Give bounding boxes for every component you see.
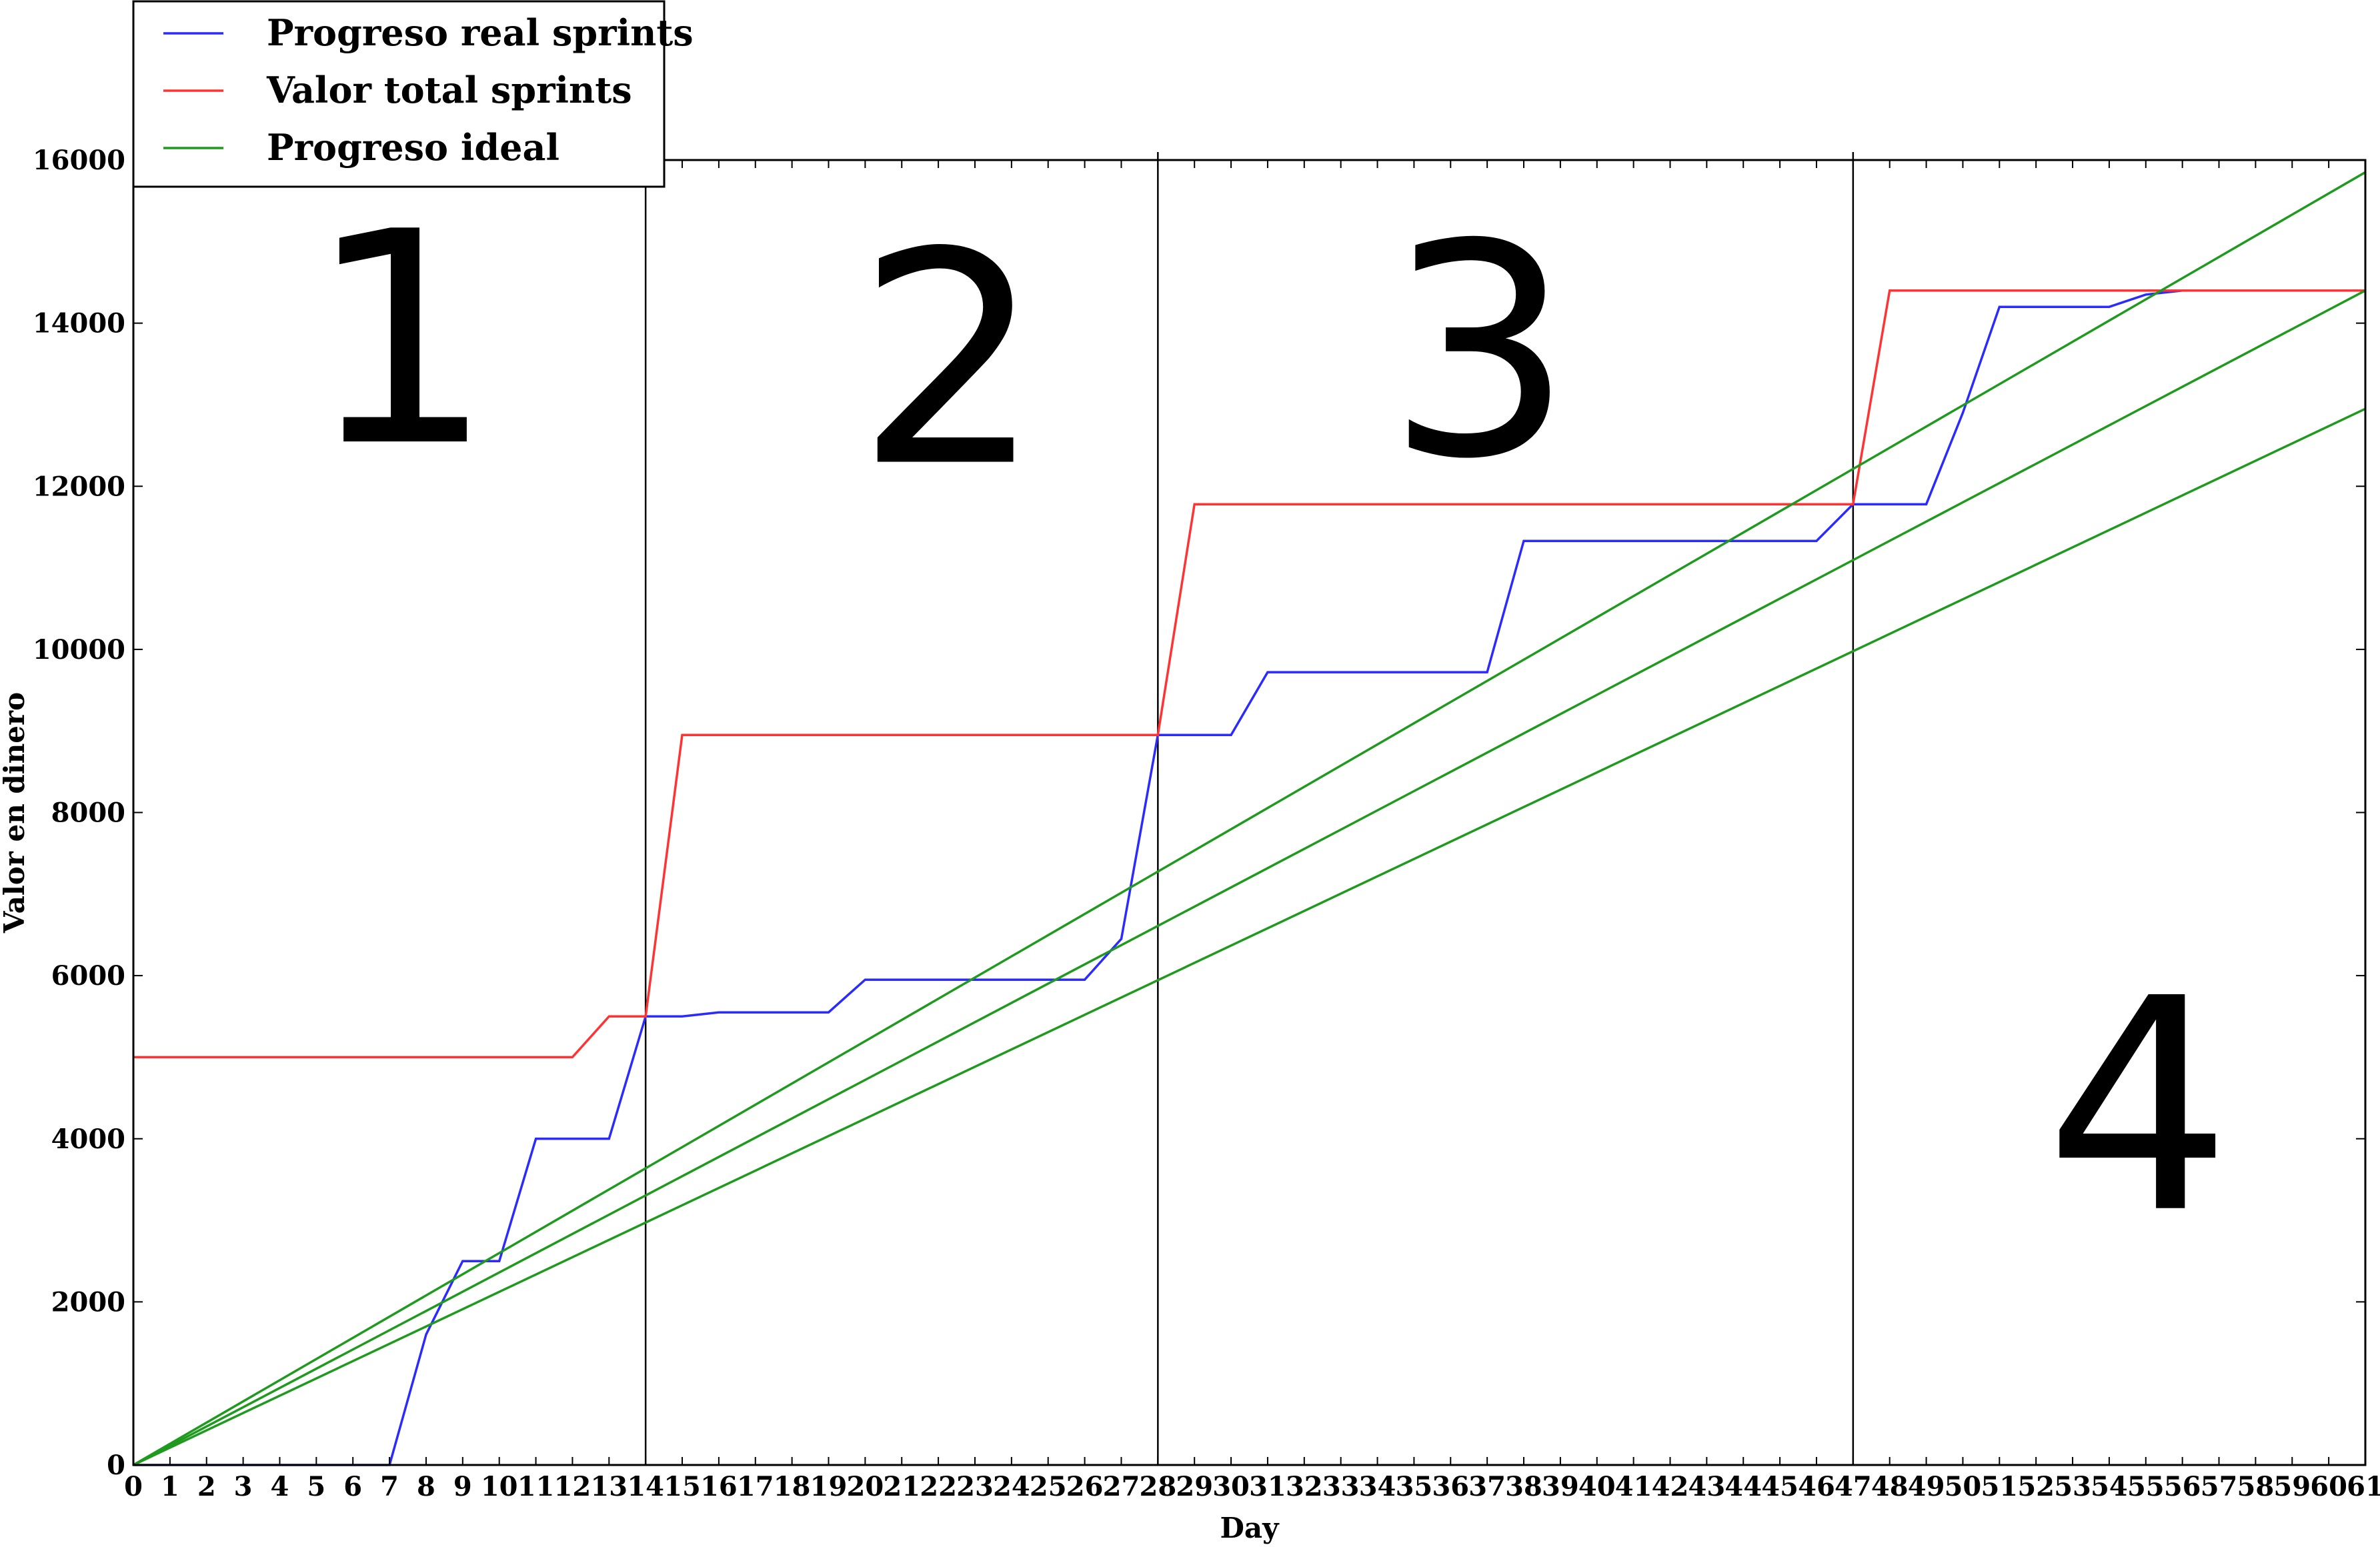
x-tick-label: 49: [1908, 1471, 1945, 1502]
sprint-label-1: 1: [307, 169, 494, 511]
sprint-label-3: 3: [1386, 181, 1573, 523]
x-tick-label: 21: [883, 1471, 920, 1502]
x-tick-label: 44: [1724, 1471, 1762, 1502]
x-tick-label: 48: [1871, 1471, 1909, 1502]
legend-label-3: Progreso ideal: [267, 126, 559, 169]
x-tick-label: 10: [481, 1471, 518, 1502]
series-lines: [133, 171, 2366, 1466]
x-tick-label: 42: [1652, 1471, 1689, 1502]
x-tick-label: 38: [1505, 1471, 1542, 1502]
x-tick-label: 1: [161, 1471, 179, 1502]
x-tick-label: 4: [271, 1471, 289, 1502]
x-tick-label: 47: [1835, 1471, 1872, 1502]
x-tick-label: 52: [2017, 1471, 2055, 1502]
x-tick-label: 8: [417, 1471, 435, 1502]
y-tick-label: 4000: [51, 1124, 125, 1155]
sprint-boundaries: [644, 152, 1855, 1465]
x-tick-label: 28: [1139, 1471, 1176, 1502]
x-tick-label: 46: [1798, 1471, 1835, 1502]
x-tick-label: 41: [1615, 1471, 1652, 1502]
y-tick-label: 16000: [33, 145, 125, 176]
sprint-labels: 1 2 3 4: [307, 169, 2232, 1278]
x-tick-label: 24: [993, 1471, 1030, 1502]
x-tick-label: 19: [810, 1471, 848, 1502]
x-tick-label: 32: [1286, 1471, 1323, 1502]
x-tick-label: 40: [1578, 1471, 1616, 1502]
legend-label-1: Progreso real sprints: [267, 11, 694, 54]
x-tick-label: 20: [847, 1471, 884, 1502]
y-tick-label: 0: [107, 1450, 125, 1481]
series-line-5: [133, 407, 2366, 1466]
x-tick-label: 3: [234, 1471, 253, 1502]
x-tick-label: 31: [1249, 1471, 1286, 1502]
x-tick-label: 61: [2347, 1471, 2380, 1502]
x-tick-label: 14: [627, 1471, 664, 1502]
x-tick-label: 5: [307, 1471, 325, 1502]
x-tick-label: 13: [590, 1471, 628, 1502]
x-tick-label: 12: [554, 1471, 591, 1502]
x-tick-label: 57: [2201, 1471, 2238, 1502]
series-line-1: [133, 289, 2365, 1466]
sprint-label-2: 2: [856, 190, 1043, 531]
x-tick-label: 25: [1030, 1471, 1067, 1502]
x-tick-label: 6: [343, 1471, 362, 1502]
x-tick-label: 34: [1359, 1471, 1396, 1502]
x-tick-label: 27: [1103, 1471, 1140, 1502]
x-tick-label: 18: [774, 1471, 811, 1502]
y-axis-label: Valor en dinero: [0, 692, 31, 934]
y-tick-label: 14000: [33, 308, 125, 339]
x-tick-label: 17: [737, 1471, 774, 1502]
series-line-3: [133, 171, 2366, 1466]
x-tick-label: 56: [2164, 1471, 2201, 1502]
x-tick-label: 9: [453, 1471, 472, 1502]
x-tick-label: 26: [1066, 1471, 1104, 1502]
series-line-2: [133, 289, 2365, 1059]
y-axis-ticks: 0 2000 4000 6000 8000 10000 12000 14000 16000: [33, 145, 2365, 1481]
x-tick-label: 33: [1322, 1471, 1360, 1502]
sprint-label-4: 4: [2045, 936, 2232, 1278]
y-tick-label: 8000: [51, 798, 125, 829]
x-tick-label: 16: [700, 1471, 738, 1502]
y-tick-label: 10000: [33, 634, 125, 665]
x-tick-label: 36: [1432, 1471, 1469, 1502]
legend-label-2: Valor total sprints: [266, 69, 632, 111]
x-axis-label: Day: [1220, 1512, 1280, 1544]
x-tick-label: 60: [2310, 1471, 2347, 1502]
x-tick-label: 2: [197, 1471, 216, 1502]
x-tick-label: 30: [1212, 1471, 1250, 1502]
series-line-4: [133, 289, 2366, 1466]
x-tick-label: 15: [664, 1471, 701, 1502]
x-tick-label: 11: [517, 1471, 555, 1502]
x-tick-label: 54: [2091, 1471, 2128, 1502]
y-tick-label: 2000: [51, 1286, 125, 1318]
x-tick-label: 7: [380, 1471, 399, 1502]
x-tick-label: 59: [2273, 1471, 2311, 1502]
x-tick-label: 0: [124, 1471, 143, 1502]
x-axis-ticks: 0 1 2 3 4 5 6 7 8 9 10 11 12 13 14 15 16 17 18 19 20 21 22 23 24…: [124, 160, 2380, 1502]
x-tick-label: 53: [2054, 1471, 2091, 1502]
y-tick-label: 12000: [33, 471, 125, 502]
x-tick-label: 22: [920, 1471, 957, 1502]
x-tick-label: 37: [1468, 1471, 1506, 1502]
x-tick-label: 55: [2127, 1471, 2165, 1502]
x-tick-label: 50: [1945, 1471, 1982, 1502]
legend: Progreso real sprints Valor total sprints…: [132, 0, 694, 188]
x-tick-label: 43: [1688, 1471, 1726, 1502]
x-tick-label: 58: [2237, 1471, 2275, 1502]
x-tick-label: 45: [1761, 1471, 1799, 1502]
y-tick-label: 6000: [51, 960, 125, 992]
x-tick-label: 39: [1542, 1471, 1579, 1502]
x-tick-label: 29: [1176, 1471, 1213, 1502]
x-tick-label: 23: [956, 1471, 994, 1502]
x-tick-label: 51: [1981, 1471, 2018, 1502]
x-tick-label: 35: [1396, 1471, 1433, 1502]
